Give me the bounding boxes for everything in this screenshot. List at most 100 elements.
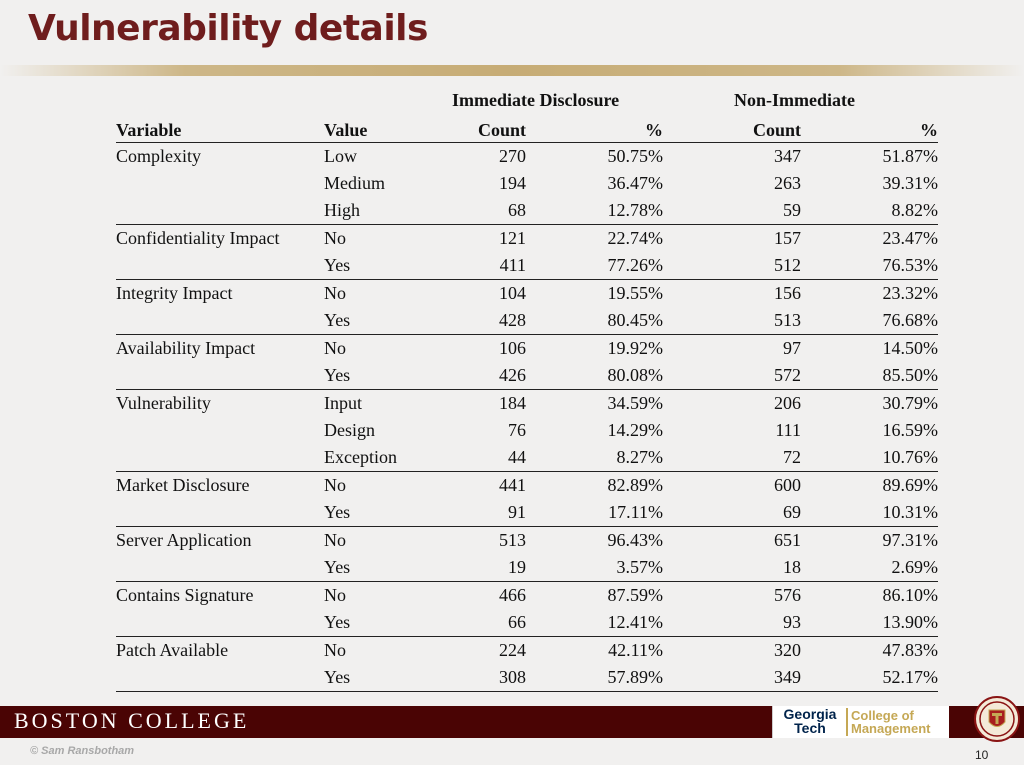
- table-row: Yes 426 80.08% 572 85.50%: [116, 362, 938, 390]
- cell-immediate-count: 19: [414, 554, 526, 582]
- cell-variable: Vulnerability: [116, 393, 211, 413]
- cell-variable: [116, 417, 324, 444]
- cell-nonimmediate-count: 349: [663, 664, 801, 692]
- cell-variable: [116, 307, 324, 335]
- cell-immediate-count: 411: [414, 252, 526, 280]
- cell-nonimmediate-count: 97: [783, 338, 801, 358]
- cell-immediate-percent: 77.26%: [526, 252, 663, 280]
- table-row: Server Application No 513 96.43% 651 97.31%: [116, 527, 938, 555]
- cell-immediate-count: 106: [499, 338, 526, 358]
- column-header-variable: Variable: [116, 114, 324, 143]
- cell-immediate-count: 68: [414, 197, 526, 225]
- table-row: Integrity Impact No 104 19.55% 156 23.32%: [116, 280, 938, 308]
- boston-college-seal-icon: [974, 696, 1020, 742]
- cell-variable: Confidentiality Impact: [116, 228, 280, 248]
- cell-immediate-count: 194: [499, 173, 526, 193]
- cell-immediate-count: 44: [414, 444, 526, 472]
- cell-nonimmediate-count: 93: [663, 609, 801, 637]
- table-row: Availability Impact No 106 19.92% 97 14.50%: [116, 335, 938, 363]
- table-row: Yes 428 80.45% 513 76.68%: [116, 307, 938, 335]
- cell-immediate-percent: 96.43%: [607, 530, 664, 550]
- cell-value: Medium: [324, 173, 385, 193]
- georgia-tech-logo: Georgia Tech College of Management: [772, 706, 949, 738]
- column-header-immediate-count: Count: [414, 114, 526, 143]
- logo-divider: [846, 708, 848, 736]
- cell-nonimmediate-count: 59: [663, 197, 801, 225]
- cell-nonimmediate-percent: 47.83%: [882, 640, 939, 660]
- cell-value: No: [324, 338, 346, 358]
- logo-line-4: Management: [851, 721, 931, 736]
- table-row: Patch Available No 224 42.11% 320 47.83%: [116, 637, 938, 665]
- cell-value: Design: [324, 420, 375, 440]
- cell-immediate-percent: 8.27%: [526, 444, 663, 472]
- cell-nonimmediate-percent: 97.31%: [882, 530, 939, 550]
- table-row: Yes 308 57.89% 349 52.17%: [116, 664, 938, 692]
- cell-value: No: [324, 640, 346, 660]
- cell-value: Yes: [324, 362, 414, 390]
- cell-value: Exception: [324, 444, 414, 472]
- table-row: Exception 44 8.27% 72 10.76%: [116, 444, 938, 472]
- slide-title: Vulnerability details: [28, 8, 428, 49]
- table-header-row: Variable Value Count % Count %: [116, 114, 938, 143]
- cell-immediate-count: 441: [499, 475, 526, 495]
- cell-nonimmediate-percent: 10.31%: [801, 499, 938, 527]
- cell-nonimmediate-percent: 23.47%: [882, 228, 939, 248]
- cell-nonimmediate-count: 512: [663, 252, 801, 280]
- institution-name: BOSTON COLLEGE: [14, 708, 250, 733]
- cell-immediate-count: 224: [499, 640, 526, 660]
- table-row: Yes 19 3.57% 18 2.69%: [116, 554, 938, 582]
- cell-immediate-count: 66: [414, 609, 526, 637]
- cell-immediate-percent: 19.55%: [607, 283, 664, 303]
- cell-immediate-percent: 17.11%: [526, 499, 663, 527]
- table-row: Vulnerability Input 184 34.59% 206 30.79%: [116, 390, 938, 418]
- table-row: Contains Signature No 466 87.59% 576 86.10%: [116, 582, 938, 610]
- table-row: Yes 411 77.26% 512 76.53%: [116, 252, 938, 280]
- cell-variable: [116, 444, 324, 472]
- column-header-value: Value: [324, 114, 414, 143]
- cell-variable: [116, 170, 324, 197]
- georgia-tech-wordmark: Georgia Tech: [775, 707, 845, 735]
- cell-variable: Patch Available: [116, 640, 229, 660]
- cell-nonimmediate-count: 263: [774, 173, 801, 193]
- cell-value: Input: [324, 393, 362, 413]
- cell-immediate-percent: 57.89%: [526, 664, 663, 692]
- cell-immediate-count: 513: [499, 530, 526, 550]
- table-row: Confidentiality Impact No 121 22.74% 157 23.4…: [116, 225, 938, 253]
- cell-value: Yes: [324, 307, 414, 335]
- cell-variable: [116, 554, 324, 582]
- cell-immediate-count: 121: [499, 228, 526, 248]
- cell-immediate-percent: 22.74%: [607, 228, 664, 248]
- table-row: Market Disclosure No 441 82.89% 600 89.69%: [116, 472, 938, 500]
- cell-value: High: [324, 197, 414, 225]
- cell-variable: [116, 609, 324, 637]
- cell-immediate-count: 426: [414, 362, 526, 390]
- table-body: Complexity Low 270 50.75% 347 51.87% Medium 194…: [116, 143, 938, 692]
- title-divider: [0, 65, 1024, 76]
- cell-nonimmediate-percent: 2.69%: [801, 554, 938, 582]
- cell-nonimmediate-percent: 51.87%: [882, 146, 939, 166]
- logo-line-1: Georgia: [783, 706, 837, 722]
- table-row: Yes 91 17.11% 69 10.31%: [116, 499, 938, 527]
- cell-nonimmediate-count: 206: [774, 393, 801, 413]
- column-group-headers: Immediate Disclosure Non-Immediate: [0, 90, 1024, 114]
- cell-nonimmediate-percent: 23.32%: [882, 283, 939, 303]
- cell-nonimmediate-percent: 52.17%: [801, 664, 938, 692]
- cell-value: Yes: [324, 499, 414, 527]
- cell-variable: Market Disclosure: [116, 475, 250, 495]
- page-number: 10: [975, 748, 989, 762]
- cell-nonimmediate-percent: 85.50%: [801, 362, 938, 390]
- cell-immediate-percent: 80.08%: [526, 362, 663, 390]
- cell-nonimmediate-percent: 86.10%: [882, 585, 939, 605]
- cell-value: No: [324, 475, 346, 495]
- cell-nonimmediate-count: 513: [663, 307, 801, 335]
- cell-nonimmediate-count: 651: [774, 530, 801, 550]
- cell-nonimmediate-count: 320: [774, 640, 801, 660]
- cell-nonimmediate-count: 18: [663, 554, 801, 582]
- cell-immediate-count: 184: [499, 393, 526, 413]
- cell-variable: [116, 197, 324, 225]
- cell-nonimmediate-percent: 89.69%: [882, 475, 939, 495]
- cell-nonimmediate-count: 576: [774, 585, 801, 605]
- cell-variable: Server Application: [116, 530, 252, 550]
- cell-nonimmediate-count: 572: [663, 362, 801, 390]
- group-header-non-immediate: Non-Immediate: [734, 90, 855, 110]
